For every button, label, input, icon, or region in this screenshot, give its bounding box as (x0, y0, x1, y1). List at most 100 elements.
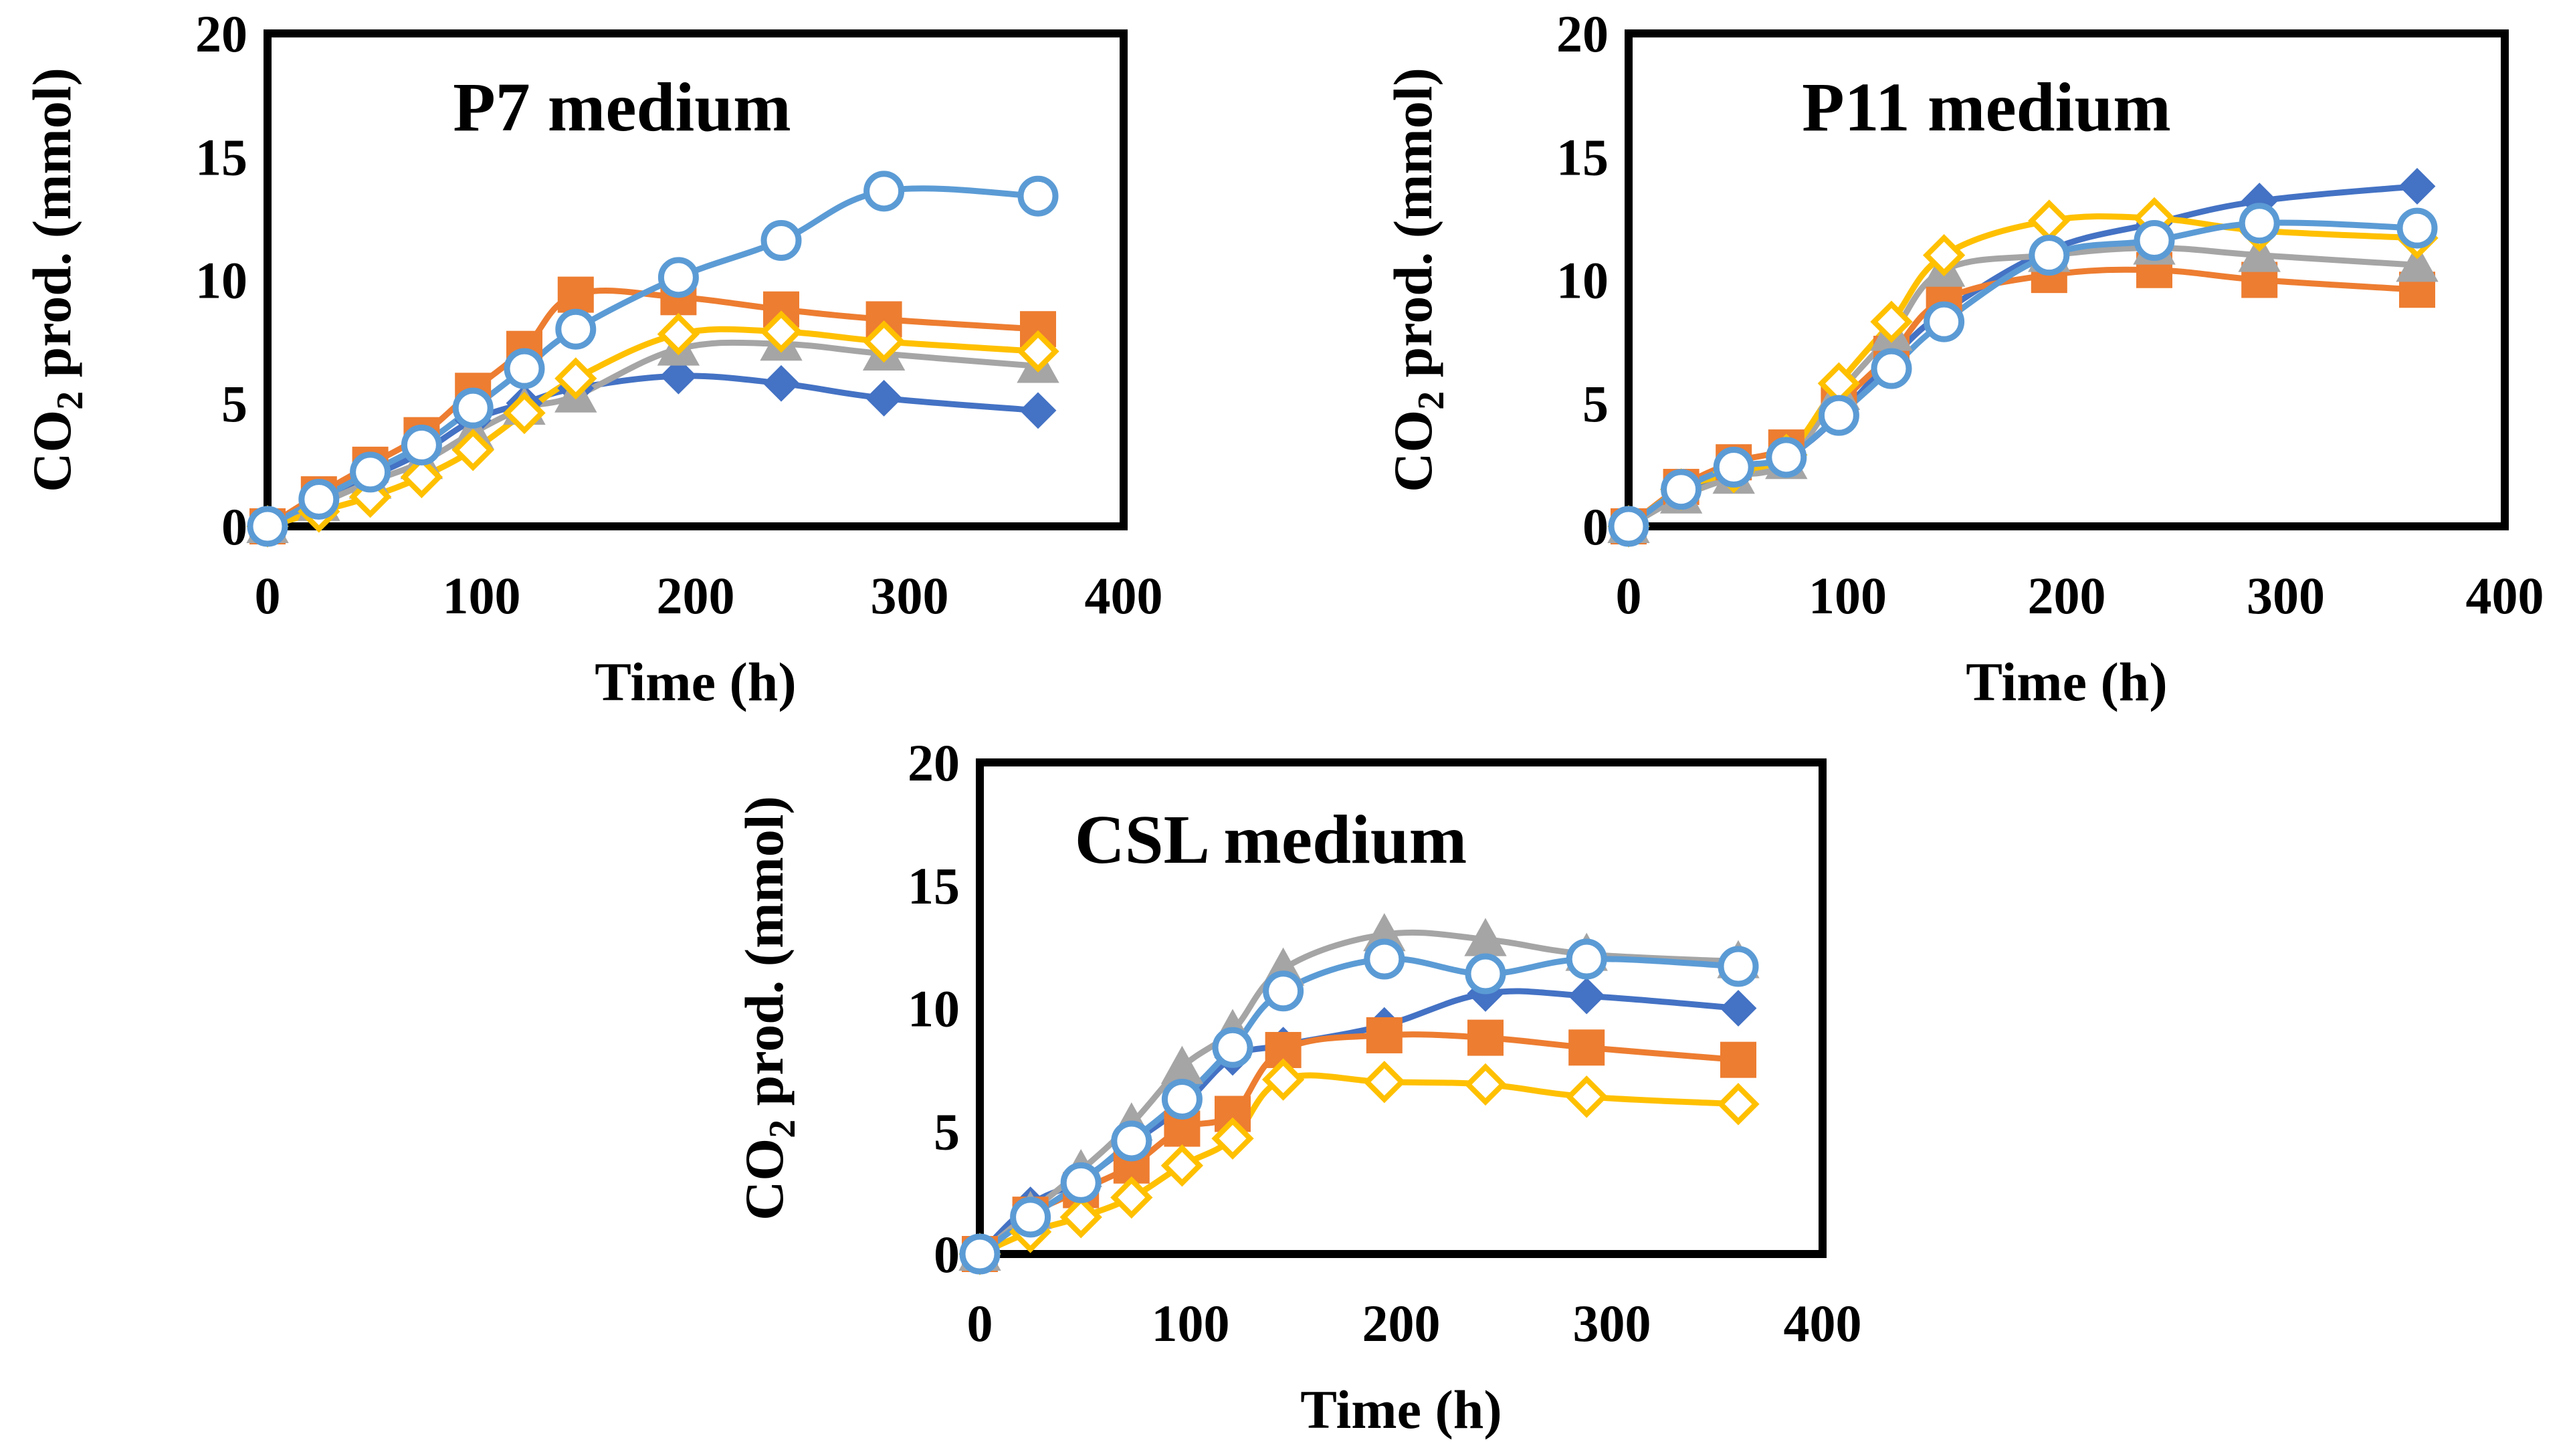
data-point-series-5 (1924, 301, 1965, 342)
data-point-series-5 (1111, 1120, 1152, 1162)
data-point-series-4 (1363, 1061, 1406, 1104)
data-point-series-5 (247, 506, 288, 547)
data-point-series-4 (1464, 1063, 1507, 1106)
data-point-series-2 (1720, 1041, 1756, 1078)
x-tick-label: 200 (657, 566, 735, 625)
panel-title: CSL medium (1075, 801, 1467, 878)
data-point-series-4 (503, 391, 546, 435)
data-point-series-5 (1465, 953, 1506, 995)
data-point-series-1 (1019, 392, 1057, 429)
data-point-series-5 (959, 1233, 1001, 1275)
data-point-series-5 (1161, 1078, 1203, 1120)
data-point-series-3 (1160, 1045, 1204, 1084)
y-tick-label: 5 (221, 375, 247, 433)
x-tick-label: 100 (1152, 1294, 1230, 1352)
x-tick-label: 0 (255, 566, 281, 625)
data-point-series-5 (2134, 220, 2175, 262)
x-tick-label: 300 (1573, 1294, 1651, 1352)
y-tick-label: 20 (908, 734, 960, 792)
data-point-series-5 (1766, 437, 1807, 478)
data-point-series-5 (1060, 1162, 1102, 1203)
data-point-series-5 (1364, 938, 1405, 980)
data-point-series-5 (1263, 970, 1304, 1012)
x-tick-label: 400 (2466, 566, 2544, 625)
y-tick-label: 10 (1556, 251, 1609, 310)
y-tick-label: 15 (195, 128, 247, 186)
data-point-series-4 (657, 312, 700, 356)
data-point-series-5 (1010, 1197, 1051, 1238)
y-tick-label: 5 (1582, 375, 1609, 433)
y-axis-label: CO2 prod. (mmol) (1382, 68, 1452, 492)
x-tick-label: 400 (1085, 566, 1163, 625)
x-tick-label: 300 (871, 566, 949, 625)
plot-frame-p7 (264, 29, 1128, 530)
plot-frame-p11 (1625, 29, 2509, 530)
x-axis-label: Time (h) (595, 651, 796, 712)
y-tick-label: 10 (908, 980, 960, 1038)
data-point-series-5 (350, 451, 391, 493)
y-tick-label: 15 (908, 857, 960, 915)
data-point-series-1 (865, 379, 903, 417)
data-point-series-5 (1713, 447, 1754, 488)
data-point-series-4 (451, 429, 494, 472)
y-tick-label: 0 (1582, 498, 1609, 556)
y-tick-label: 20 (1556, 5, 1609, 63)
data-point-series-4 (1717, 1083, 1760, 1126)
data-point-series-4 (400, 455, 443, 498)
data-point-series-2 (1568, 1029, 1605, 1066)
data-point-series-1 (659, 357, 697, 395)
data-point-series-4 (2028, 199, 2071, 242)
x-tick-label: 100 (1809, 566, 1887, 625)
data-point-series-5 (555, 308, 597, 350)
x-tick-label: 300 (2247, 566, 2325, 625)
series-line-series-4 (978, 1072, 1739, 1257)
data-point-series-5 (1566, 938, 1607, 980)
data-point-series-1 (1720, 990, 1757, 1027)
y-tick-label: 10 (195, 251, 247, 310)
y-tick-label: 0 (221, 498, 247, 556)
y-axis-label: CO2 prod. (mmol) (734, 796, 803, 1221)
data-point-series-5 (2239, 203, 2280, 244)
x-tick-label: 200 (2028, 566, 2106, 625)
x-tick-label: 200 (1362, 1294, 1441, 1352)
data-point-series-1 (2398, 168, 2436, 205)
data-point-series-4 (1160, 1144, 1204, 1187)
data-point-series-1 (762, 365, 800, 402)
panel-title: P11 medium (1802, 69, 2171, 146)
data-point-series-1 (1568, 977, 1605, 1015)
data-point-series-4 (1922, 233, 1966, 277)
x-axis-label: Time (h) (1966, 651, 2167, 712)
data-point-series-4 (1211, 1117, 1254, 1160)
y-axis-label: CO2 prod. (mmol) (21, 68, 91, 492)
y-tick-label: 15 (1556, 128, 1609, 186)
data-point-series-4 (1565, 1075, 1608, 1118)
y-tick-label: 0 (934, 1225, 960, 1283)
data-point-series-5 (2029, 235, 2070, 276)
data-point-series-5 (1212, 1027, 1253, 1068)
data-point-series-4 (1110, 1176, 1153, 1219)
plot-frame-csl (976, 758, 1827, 1258)
x-tick-label: 400 (1784, 1294, 1862, 1352)
data-point-series-5 (863, 171, 905, 212)
data-point-series-5 (1608, 506, 1649, 547)
data-point-series-5 (1718, 946, 1759, 987)
data-point-series-5 (452, 387, 494, 429)
data-point-series-4 (862, 320, 906, 363)
data-point-series-5 (657, 257, 699, 298)
x-tick-label: 0 (967, 1294, 993, 1352)
data-point-series-5 (1661, 469, 1702, 510)
data-point-series-4 (1261, 1058, 1305, 1101)
data-point-series-4 (1870, 300, 1913, 343)
x-axis-label: Time (h) (1300, 1379, 1502, 1440)
x-tick-label: 0 (1616, 566, 1642, 625)
data-point-series-5 (401, 424, 442, 465)
data-point-series-2 (1467, 1019, 1504, 1056)
data-point-series-5 (504, 348, 545, 389)
data-point-series-5 (1818, 395, 1859, 436)
y-tick-label: 20 (195, 5, 247, 63)
panel-title: P7 medium (453, 69, 791, 146)
